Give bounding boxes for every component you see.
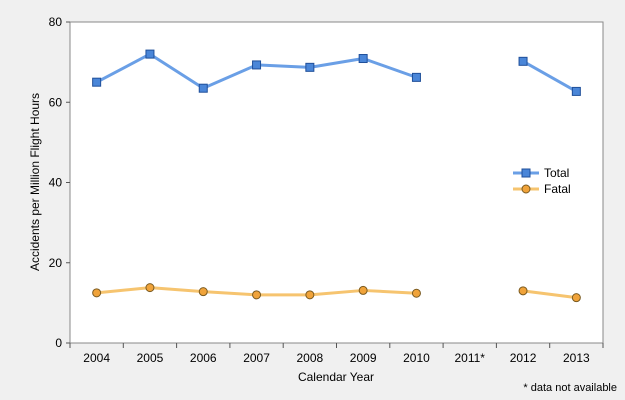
data-point-total — [518, 56, 528, 66]
data-point-total — [358, 54, 368, 64]
y-tick-label: 0 — [55, 336, 62, 350]
x-tick-label: 2004 — [83, 351, 110, 365]
data-point-fatal — [92, 288, 102, 298]
data-point-total — [305, 62, 315, 72]
x-tick-label: 2011* — [455, 351, 486, 365]
x-tick-label: 2007 — [243, 351, 270, 365]
data-point-total — [252, 60, 262, 70]
series-layer — [92, 49, 581, 303]
data-point-total — [411, 72, 421, 82]
legend-label-fatal: Fatal — [544, 182, 571, 196]
y-tick-label: 20 — [49, 256, 63, 270]
x-axis: 2004 2005 2006 2007 2008 2009 2010 2011* 2012 201… — [69, 343, 604, 365]
x-tick-label: 2012 — [510, 351, 537, 365]
series-line-total — [522, 60, 578, 93]
x-tick-label: 2006 — [190, 351, 217, 365]
y-tick-label: 60 — [49, 95, 63, 109]
y-tick-label: 80 — [49, 15, 63, 29]
y-axis: 0 20 40 60 80 — [49, 15, 70, 350]
x-tick-label: 2010 — [403, 351, 430, 365]
data-point-total — [145, 49, 155, 59]
legend-marker-fatal — [521, 184, 531, 194]
x-axis-title: Calendar Year — [298, 370, 374, 384]
data-point-total — [92, 77, 102, 87]
data-point-fatal — [411, 288, 421, 298]
x-tick-label: 2013 — [563, 351, 590, 365]
footnote: * data not available — [523, 382, 617, 394]
x-tick-label: 2005 — [137, 351, 164, 365]
data-point-fatal — [358, 285, 368, 295]
data-point-total — [198, 83, 208, 93]
legend-marker-total — [521, 168, 531, 178]
y-axis-title: Accidents per Million Flight Hours — [28, 93, 42, 271]
data-point-fatal — [571, 293, 581, 303]
data-point-fatal — [198, 287, 208, 297]
data-point-fatal — [145, 283, 155, 293]
y-tick-label: 40 — [49, 176, 63, 190]
data-point-total — [571, 86, 581, 96]
data-point-fatal — [305, 290, 315, 300]
legend: Total Fatal — [513, 166, 571, 196]
data-point-fatal — [252, 290, 262, 300]
legend-label-total: Total — [544, 166, 569, 180]
data-point-fatal — [518, 286, 528, 296]
x-tick-label: 2009 — [350, 351, 377, 365]
x-tick-label: 2008 — [296, 351, 323, 365]
series-line-fatal — [522, 289, 577, 300]
